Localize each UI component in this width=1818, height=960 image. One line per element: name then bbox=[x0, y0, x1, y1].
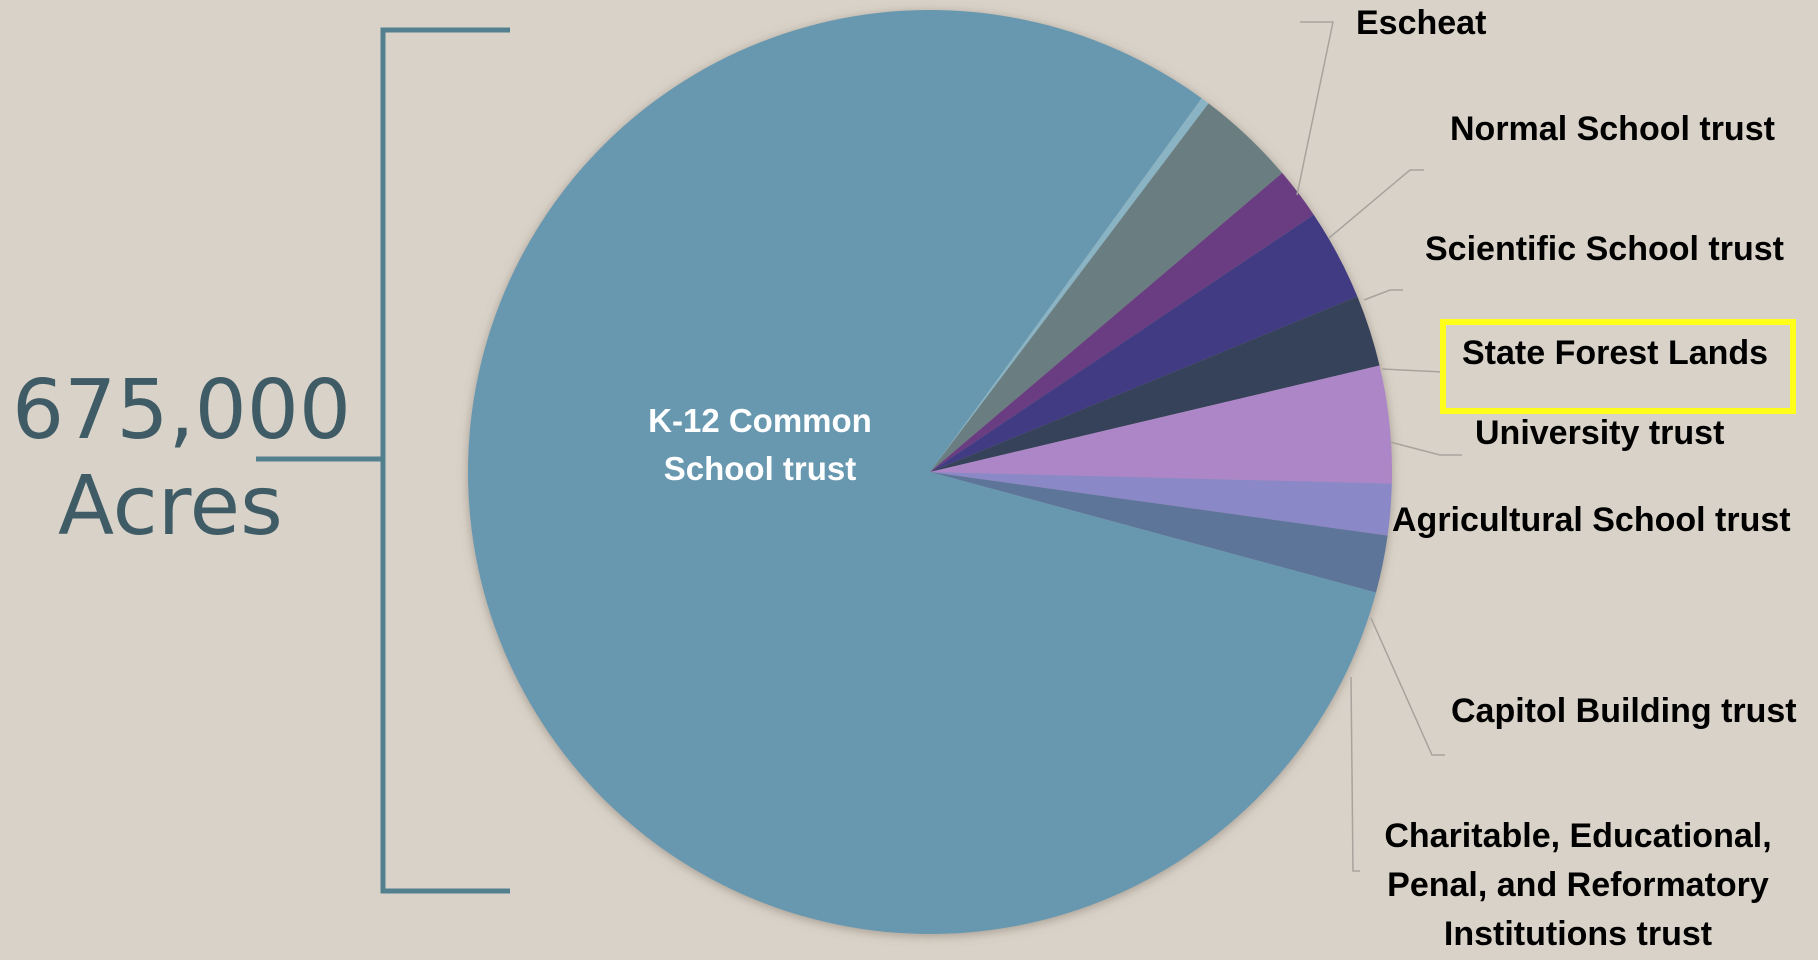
slice-label: University trust bbox=[1475, 414, 1724, 452]
pie-slice-scientific-school-trust bbox=[930, 173, 1314, 472]
pie-slice-k-12-common-school-trust bbox=[468, 9, 1377, 934]
slice-label: K-12 Common School trust bbox=[648, 402, 872, 487]
highlight-box bbox=[1440, 319, 1796, 414]
leader-line bbox=[1370, 617, 1445, 756]
pie-slice-normal-school-trust bbox=[930, 103, 1283, 473]
leader-line bbox=[1363, 289, 1403, 301]
slice-label: Scientific School trust bbox=[1425, 230, 1784, 268]
label-leader-lines bbox=[1296, 21, 1462, 872]
total-acres-unit: Acres bbox=[58, 459, 283, 554]
slice-labels: Escheat Normal School trust Scientific Sch… bbox=[648, 4, 1796, 953]
pie-slice-university-trust bbox=[930, 296, 1380, 472]
pie-slice-escheat bbox=[930, 98, 1209, 472]
slice-label: Escheat bbox=[1356, 4, 1486, 42]
pie-slices bbox=[468, 9, 1392, 934]
leader-line bbox=[1296, 21, 1334, 196]
slice-label: Normal School trust bbox=[1450, 110, 1775, 148]
slice-label: State Forest Lands bbox=[1462, 334, 1768, 372]
total-acres-number: 675,000 bbox=[12, 363, 352, 458]
pie-slice-agricultural-school-trust bbox=[930, 365, 1392, 484]
total-bracket bbox=[256, 27, 510, 894]
slice-label: Agricultural School trust bbox=[1392, 501, 1791, 539]
leader-line bbox=[1389, 441, 1462, 456]
pie-slice-capitol-building-trust bbox=[930, 472, 1392, 536]
leader-line bbox=[1328, 169, 1424, 239]
slice-label: Capitol Building trust bbox=[1451, 692, 1797, 730]
pie-slice-state-forest-lands bbox=[930, 214, 1358, 472]
leader-line bbox=[1350, 676, 1360, 872]
leader-line bbox=[1381, 368, 1444, 373]
pie-slice-charitable-educational-penal-and-reformatory-institutions-trust bbox=[930, 472, 1388, 593]
slice-label: Charitable, Educational, Penal, and Refor… bbox=[1384, 817, 1771, 953]
